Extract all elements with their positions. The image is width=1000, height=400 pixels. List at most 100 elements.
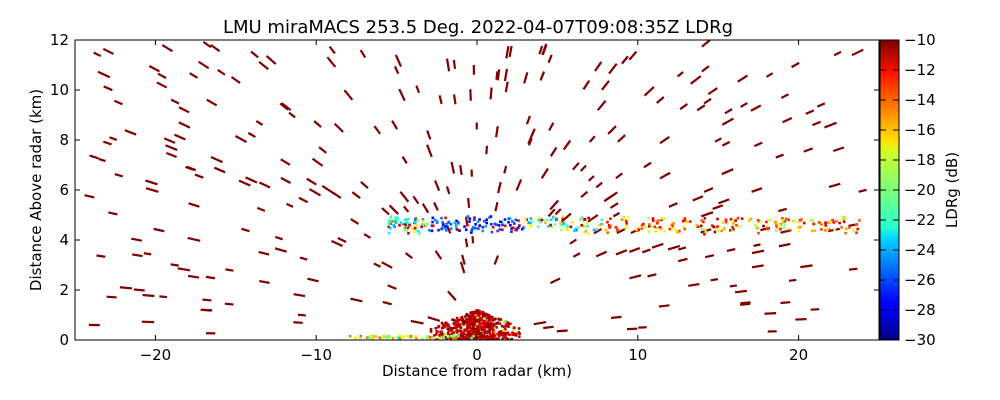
data-point — [488, 335, 491, 339]
data-point — [688, 220, 692, 223]
data-point — [474, 314, 477, 317]
data-point — [459, 325, 463, 329]
data-point — [824, 121, 837, 129]
data-point — [779, 227, 782, 231]
data-point — [658, 304, 670, 308]
data-point — [730, 229, 734, 233]
data-point — [413, 230, 417, 234]
data-point — [495, 71, 499, 80]
data-point — [490, 327, 494, 331]
data-point — [537, 218, 540, 222]
data-point — [718, 198, 730, 205]
data-point — [485, 335, 489, 338]
data-point — [552, 215, 555, 219]
data-point — [440, 227, 443, 231]
data-point — [490, 230, 494, 234]
data-point — [198, 60, 210, 70]
data-point — [453, 221, 457, 225]
data-point — [398, 337, 402, 340]
data-point — [565, 228, 569, 232]
data-point — [503, 328, 507, 331]
data-point — [350, 218, 360, 225]
data-point — [498, 228, 502, 231]
data-point — [683, 216, 687, 220]
data-point — [157, 72, 167, 79]
data-point — [351, 191, 361, 200]
data-point — [241, 227, 250, 233]
data-point — [489, 87, 493, 100]
data-point — [363, 233, 372, 239]
data-point — [737, 74, 748, 83]
x-tick-label: 10 — [628, 346, 647, 364]
data-point — [483, 335, 487, 339]
data-point — [504, 336, 508, 340]
data-point — [523, 72, 529, 84]
data-point — [501, 223, 505, 227]
data-point — [739, 102, 748, 108]
data-point — [331, 240, 344, 247]
data-point — [473, 216, 476, 219]
data-point — [430, 224, 434, 227]
data-point — [472, 327, 475, 331]
data-point — [489, 335, 493, 338]
data-point — [434, 326, 438, 330]
x-axis-label: Distance from radar (km) — [382, 362, 572, 380]
data-point — [713, 225, 717, 229]
data-point — [490, 333, 494, 336]
data-point — [764, 311, 777, 315]
data-point — [461, 317, 465, 321]
data-point — [561, 222, 565, 226]
data-point — [454, 225, 458, 228]
data-point — [470, 337, 474, 340]
data-point — [280, 176, 292, 184]
data-point — [441, 225, 444, 229]
data-point — [775, 229, 778, 233]
data-point — [751, 264, 764, 269]
data-point — [205, 275, 216, 280]
data-point — [678, 246, 687, 251]
data-point — [461, 319, 465, 323]
data-point — [142, 293, 155, 298]
data-point — [293, 321, 303, 324]
data-point — [469, 316, 472, 320]
data-point — [398, 224, 401, 227]
data-point — [810, 229, 814, 233]
data-point — [652, 219, 655, 223]
colorbar-tick-label: −18 — [904, 151, 936, 169]
data-point — [780, 301, 791, 305]
data-point — [428, 228, 431, 232]
data-point — [679, 103, 689, 111]
data-point — [504, 319, 508, 323]
data-point — [549, 223, 552, 227]
data-point — [426, 222, 429, 225]
data-point — [159, 295, 168, 299]
data-point — [848, 226, 851, 229]
data-point — [513, 326, 516, 329]
data-point — [113, 99, 123, 106]
data-point — [471, 336, 475, 340]
data-point — [503, 334, 507, 338]
data-point — [726, 247, 736, 253]
data-point — [187, 274, 200, 279]
data-point — [669, 225, 673, 229]
data-point — [298, 196, 309, 204]
data-point — [496, 332, 499, 336]
data-point — [505, 332, 509, 335]
data-point — [495, 326, 498, 329]
y-tick-label: 6 — [59, 181, 69, 199]
data-point — [550, 218, 553, 221]
data-point — [494, 202, 499, 212]
data-point — [431, 220, 434, 224]
data-point — [587, 175, 595, 182]
data-point — [782, 117, 793, 124]
data-point — [595, 228, 599, 231]
data-point — [470, 231, 473, 234]
data-point — [464, 315, 467, 318]
data-point — [487, 323, 490, 326]
data-point — [489, 222, 493, 226]
data-point — [540, 218, 543, 222]
data-point — [721, 220, 724, 223]
data-point — [512, 222, 516, 225]
data-point — [736, 216, 740, 220]
data-point — [414, 335, 418, 338]
